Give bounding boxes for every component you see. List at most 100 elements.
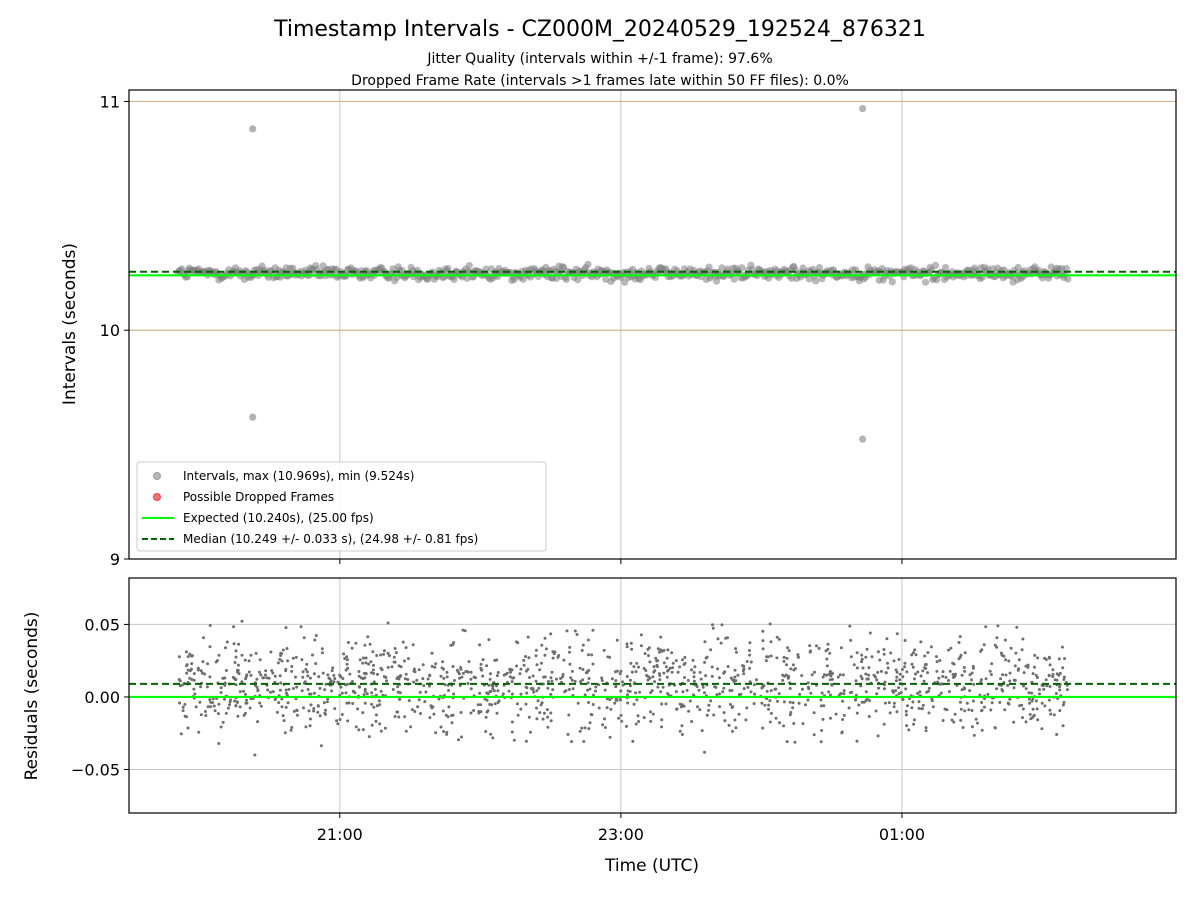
residual-point [613,670,617,674]
residual-point [321,671,325,675]
residual-point [960,673,964,677]
residual-point [518,672,522,676]
residual-point [625,675,629,678]
residual-point [778,721,781,725]
residual-point [894,668,898,672]
residual-point [921,703,925,707]
residual-point [546,715,550,719]
residual-point [542,711,546,715]
residual-point [318,686,322,690]
residual-point [1058,709,1062,713]
residual-point [357,685,361,689]
residual-point [351,702,355,705]
residual-point [797,701,801,705]
residual-point [652,670,656,674]
residual-point [761,647,765,651]
residual-point [467,660,471,664]
residual-point [710,674,714,678]
residual-point [1002,654,1006,658]
residual-point [549,692,553,696]
residual-point [1024,687,1028,691]
residual-point [892,690,895,694]
residual-point [735,650,738,654]
residual-point [764,659,768,663]
residual-point [905,670,909,674]
residual-point [658,678,662,682]
interval-point [812,277,820,285]
residual-point [306,688,310,691]
residual-point [1021,707,1025,711]
residual-point [974,717,978,721]
residual-point [573,629,577,633]
residual-point [510,730,514,734]
residuals-y-tick-label: 0.05 [84,615,120,634]
residual-point [670,651,674,655]
residual-point [680,724,684,728]
residual-point [549,632,553,636]
residual-point [752,702,756,706]
residual-point [791,701,795,705]
residual-point [897,692,901,696]
residual-point [635,698,639,702]
residual-point [924,663,928,666]
residual-point [719,641,723,645]
residual-point [959,653,963,657]
residual-point [647,654,650,658]
residual-point [704,674,708,678]
residual-point [1036,656,1040,660]
residual-point [628,684,632,688]
residual-point [671,666,674,670]
residual-point [980,709,984,713]
residual-point [847,706,851,710]
residual-point [723,719,727,723]
residual-point [568,662,572,666]
residual-point [299,625,303,629]
residual-point [413,670,417,674]
residual-point [639,644,643,648]
residual-point [561,673,565,676]
residual-point [747,649,751,652]
residual-point [600,676,604,680]
residual-point [345,701,349,705]
residual-point [419,712,423,715]
residual-point [374,713,378,717]
residual-point [682,704,686,708]
residual-point [678,665,682,669]
residual-point [642,716,646,720]
residual-point [476,703,480,707]
residual-point [1063,657,1066,661]
residual-point [316,710,320,714]
residual-point [302,636,306,640]
residual-point [234,649,238,653]
residual-point [406,678,410,681]
residual-point [605,706,609,710]
residual-point [1022,671,1026,675]
residual-point [688,699,692,703]
residual-point [333,707,337,711]
residual-point [510,680,514,684]
residual-point [875,692,879,696]
residual-point [1030,691,1034,695]
residual-point [284,688,288,692]
residual-point [422,684,426,688]
residual-point [519,692,523,696]
residual-point [255,685,259,689]
residual-point [228,700,232,704]
residual-point [709,699,713,703]
residual-point [461,628,465,632]
residual-point [346,658,349,662]
interval-point [815,264,824,272]
residual-point [354,725,358,729]
residual-point [829,716,832,720]
residual-point [304,667,308,671]
residual-point [857,703,861,707]
interval-point [465,261,473,270]
interval-outlier-point [249,125,257,133]
residual-point [675,707,678,711]
residual-point [615,638,619,642]
residual-point [325,700,329,704]
residual-point [240,619,244,623]
residual-point [371,668,375,672]
residual-point [1047,698,1051,702]
residual-point [681,690,685,694]
